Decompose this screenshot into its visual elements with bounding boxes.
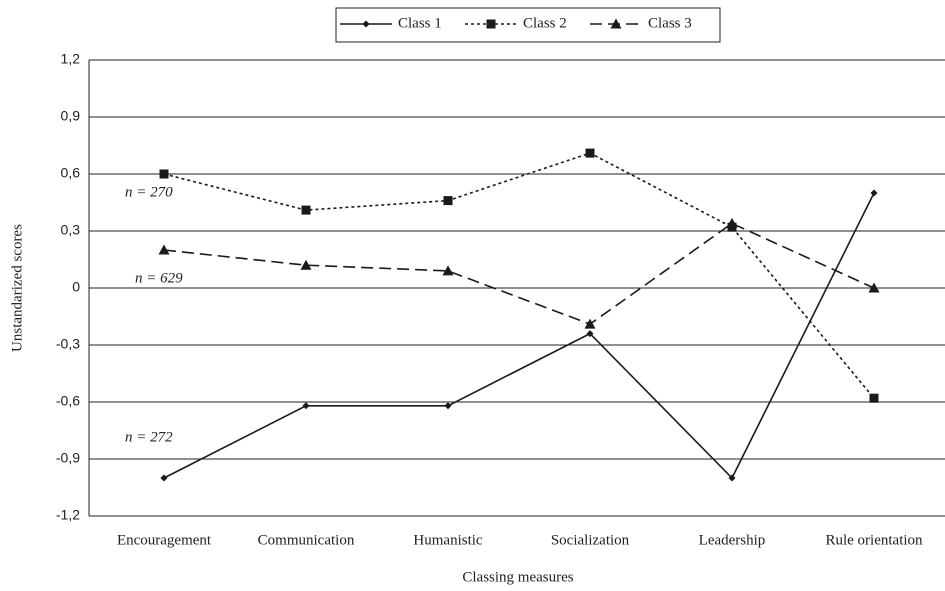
marker [443, 196, 453, 206]
marker [444, 402, 452, 410]
x-tick-label: Humanistic [413, 532, 482, 548]
x-axis-title: Classing measures [462, 569, 573, 585]
marker [300, 259, 312, 270]
y-tick-label: -1,2 [56, 507, 80, 523]
legend-box [335, 7, 721, 43]
series-line [163, 192, 875, 480]
marker [610, 18, 622, 29]
legend-label: Class 2 [523, 15, 567, 31]
y-tick-label: 0,6 [61, 165, 81, 181]
annotation: n = 272 [125, 429, 173, 445]
x-tick-label: Encouragement [117, 532, 212, 548]
marker [158, 244, 170, 255]
marker [301, 205, 311, 215]
marker [586, 330, 594, 338]
marker [870, 189, 878, 197]
marker [869, 393, 879, 403]
marker [362, 20, 370, 28]
y-tick-label: 0,3 [61, 222, 81, 238]
x-tick-label: Leadership [699, 532, 766, 548]
y-tick-label: -0,3 [56, 336, 80, 352]
legend-label: Class 1 [398, 15, 442, 31]
x-tick-label: Socialization [551, 532, 630, 548]
marker [302, 402, 310, 410]
y-tick-label: 0 [72, 279, 80, 295]
series-line [163, 222, 875, 325]
marker [442, 265, 454, 276]
y-tick-label: -0,6 [56, 393, 80, 409]
marker [868, 282, 880, 293]
marker [486, 19, 496, 29]
series-line [163, 152, 875, 399]
y-tick-label: 0,9 [61, 108, 81, 124]
annotation: n = 629 [135, 270, 183, 286]
marker [585, 148, 595, 158]
marker [584, 318, 596, 329]
marker [159, 169, 169, 179]
x-tick-label: Rule orientation [825, 532, 923, 548]
marker [726, 217, 738, 228]
y-tick-label: 1,2 [61, 51, 81, 67]
y-tick-label: -0,9 [56, 450, 80, 466]
x-tick-label: Communication [258, 532, 355, 548]
annotation: n = 270 [125, 184, 173, 200]
legend-label: Class 3 [648, 15, 692, 31]
marker [160, 474, 168, 482]
marker [728, 474, 736, 482]
y-axis-title: Unstandarized scores [9, 224, 25, 352]
